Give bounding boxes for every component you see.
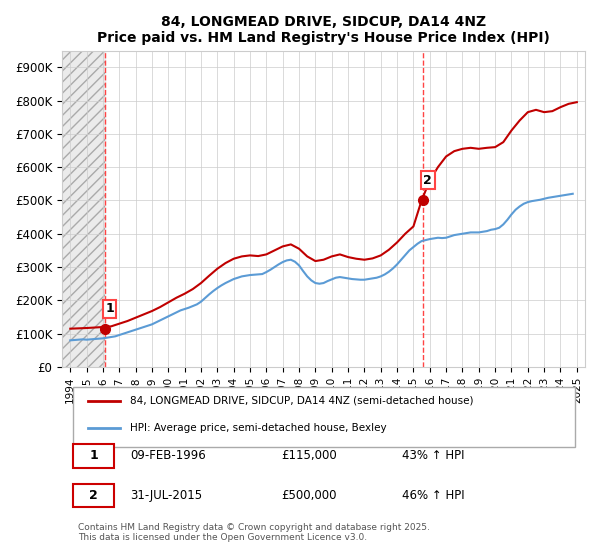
Text: 43% ↑ HPI: 43% ↑ HPI (402, 450, 464, 463)
Text: 2: 2 (89, 489, 98, 502)
Text: 2: 2 (424, 174, 432, 187)
Text: 46% ↑ HPI: 46% ↑ HPI (402, 489, 464, 502)
FancyBboxPatch shape (73, 484, 115, 507)
Title: 84, LONGMEAD DRIVE, SIDCUP, DA14 4NZ
Price paid vs. HM Land Registry's House Pri: 84, LONGMEAD DRIVE, SIDCUP, DA14 4NZ Pri… (97, 15, 550, 45)
FancyBboxPatch shape (73, 445, 115, 468)
Text: 31-JUL-2015: 31-JUL-2015 (130, 489, 202, 502)
Text: HPI: Average price, semi-detached house, Bexley: HPI: Average price, semi-detached house,… (130, 422, 386, 432)
Bar (62, 50, 104, 367)
Text: 09-FEB-1996: 09-FEB-1996 (130, 450, 206, 463)
Text: 1: 1 (89, 450, 98, 463)
Bar (62, 50, 104, 367)
Text: 1: 1 (105, 302, 114, 315)
Text: £115,000: £115,000 (282, 450, 337, 463)
FancyBboxPatch shape (73, 386, 575, 447)
Text: 84, LONGMEAD DRIVE, SIDCUP, DA14 4NZ (semi-detached house): 84, LONGMEAD DRIVE, SIDCUP, DA14 4NZ (se… (130, 396, 473, 406)
Text: £500,000: £500,000 (282, 489, 337, 502)
Text: Contains HM Land Registry data © Crown copyright and database right 2025.
This d: Contains HM Land Registry data © Crown c… (78, 523, 430, 542)
